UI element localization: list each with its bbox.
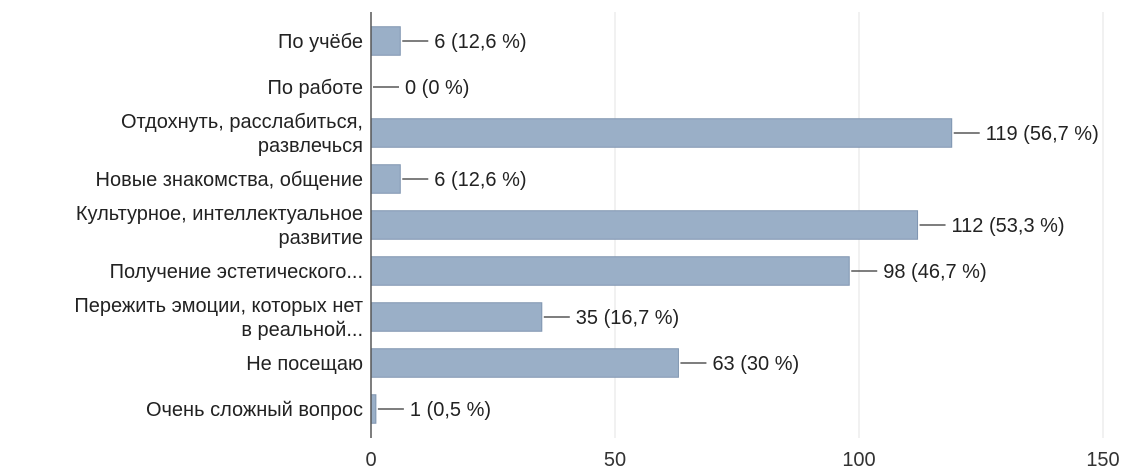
data-label: 119 (56,7 %)	[986, 123, 1099, 145]
bar	[370, 118, 953, 148]
category-label: Отдохнуть, расслабиться,	[121, 111, 363, 133]
bars	[370, 26, 953, 424]
category-label: в реальной...	[241, 319, 363, 341]
category-label: Получение эстетического...	[110, 261, 363, 283]
category-label: По работе	[268, 77, 364, 99]
data-label: 35 (16,7 %)	[576, 307, 679, 329]
data-label: 6 (12,6 %)	[434, 31, 526, 53]
bar	[370, 164, 401, 194]
data-label: 0 (0 %)	[405, 77, 469, 99]
bar	[370, 26, 401, 56]
x-tick-label: 150	[1086, 449, 1119, 471]
category-label: По учёбе	[278, 31, 363, 53]
bar	[370, 302, 543, 332]
data-label: 98 (46,7 %)	[883, 261, 986, 283]
x-tick-label: 50	[604, 449, 626, 471]
category-label: развитие	[279, 227, 363, 249]
x-tick-label: 100	[842, 449, 875, 471]
data-label: 63 (30 %)	[712, 353, 799, 375]
data-labels: 6 (12,6 %) 0 (0 %) 119 (56,7 %) 6 (12,6 %) 1…	[373, 31, 1099, 421]
data-label: 1 (0,5 %)	[410, 399, 491, 421]
category-label: Новые знакомства, общение	[96, 169, 364, 191]
bar	[370, 256, 850, 286]
bar	[370, 210, 919, 240]
category-label: Не посещаю	[246, 353, 363, 375]
category-labels: По учёбе По работе Отдохнуть, расслабиться…	[74, 31, 363, 421]
category-label: Очень сложный вопрос	[146, 399, 363, 421]
data-label: 6 (12,6 %)	[434, 169, 526, 191]
category-label: развлечься	[258, 135, 363, 157]
data-label: 112 (53,3 %)	[952, 215, 1065, 237]
bar	[370, 348, 679, 378]
category-label: Культурное, интеллектуальное	[76, 203, 363, 225]
x-tick-label: 0	[365, 449, 376, 471]
x-axis-ticks: 0 50 100 150	[365, 449, 1119, 471]
category-label: Пережить эмоции, которых нет	[74, 295, 363, 317]
